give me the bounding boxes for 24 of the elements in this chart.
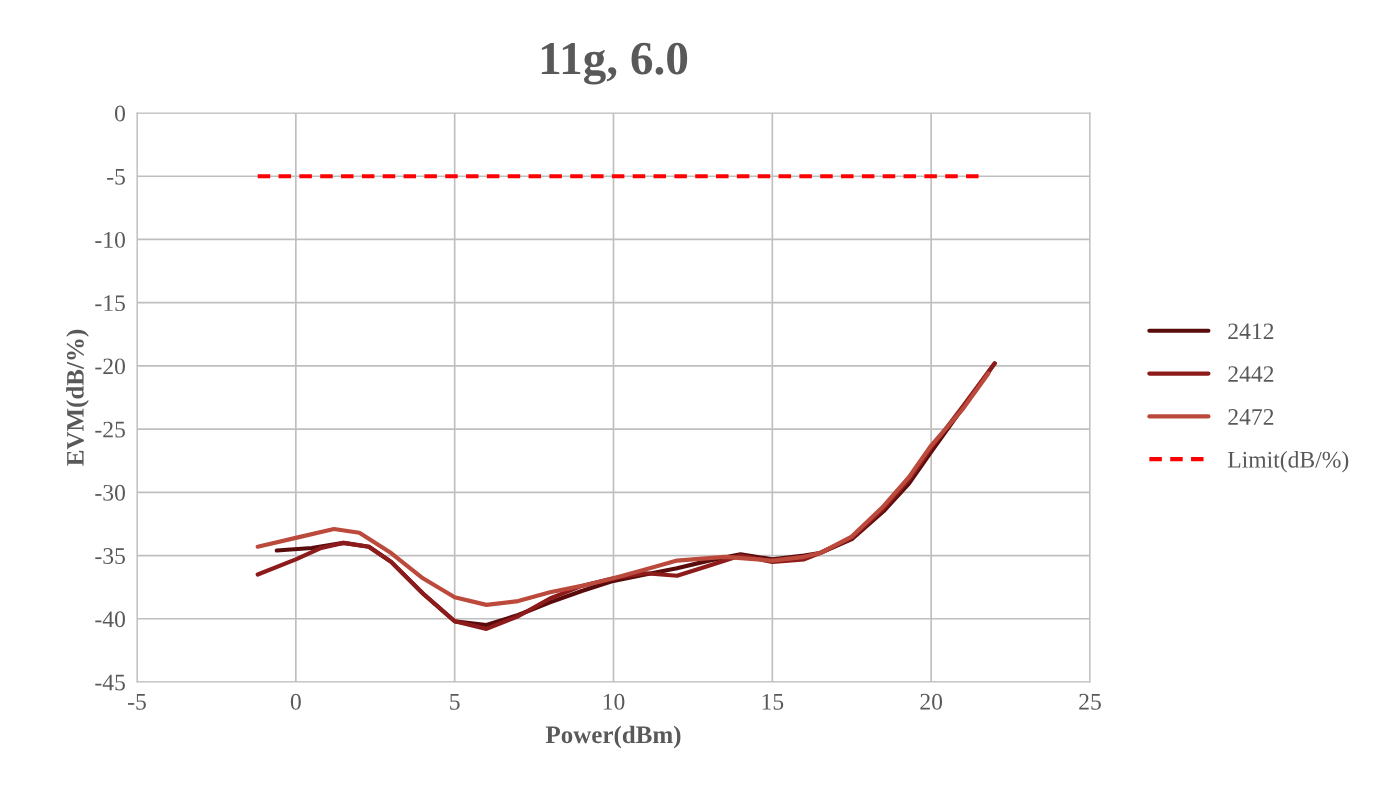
x-tick-label: 20: [920, 693, 943, 710]
y-axis-title: EVM(dB/%): [66, 329, 89, 466]
x-tick-label: 5: [450, 694, 460, 710]
y-tick-label: 0: [114, 105, 125, 122]
x-tick-label: 10: [603, 693, 625, 710]
y-tick-label: -35: [95, 548, 125, 564]
legend-label: Limit(dB/%): [1227, 451, 1349, 473]
y-tick-label: -10: [95, 231, 125, 248]
chart-title: 11g, 6.0: [541, 42, 688, 85]
x-tick-label: 0: [290, 693, 301, 710]
y-tick-label: -5: [107, 168, 125, 185]
y-tick-label: -40: [95, 611, 125, 628]
legend-label: 2442: [1228, 366, 1274, 382]
x-tick-label: -5: [128, 694, 146, 710]
y-tick-label: -15: [95, 295, 125, 312]
legend-label: 2412: [1228, 323, 1274, 340]
y-tick-label: -20: [95, 358, 125, 375]
y-tick-label: -25: [95, 421, 125, 438]
x-tick-label: 25: [1079, 693, 1101, 710]
x-tick-label: 15: [762, 693, 784, 710]
legend-label: 2472: [1228, 409, 1274, 425]
y-tick-label: -30: [95, 484, 125, 501]
y-tick-label: -45: [95, 674, 125, 691]
x-axis-title: Power(dBm): [545, 725, 681, 749]
